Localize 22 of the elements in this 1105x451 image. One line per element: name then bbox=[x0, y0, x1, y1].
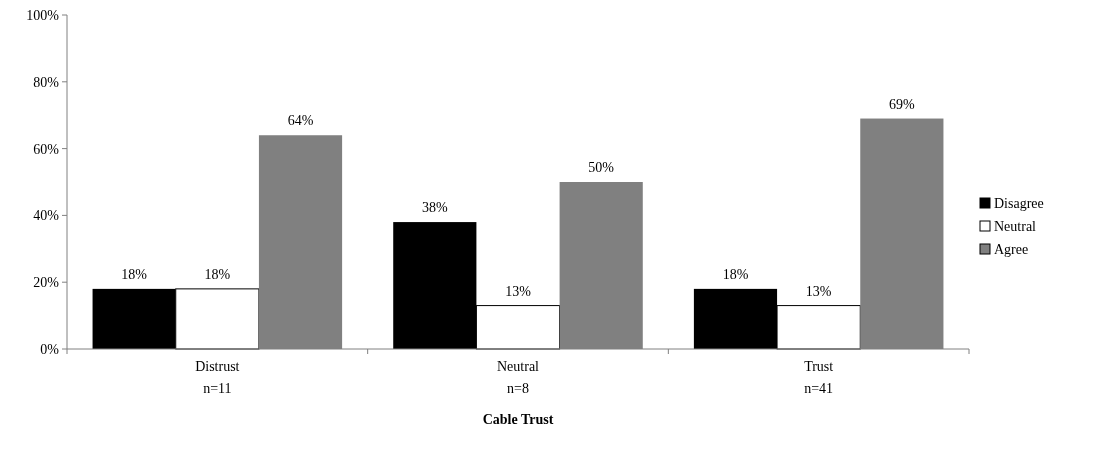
y-tick-label: 0% bbox=[40, 341, 60, 357]
y-tick-label: 60% bbox=[33, 141, 60, 157]
data-label: 50% bbox=[588, 160, 615, 175]
y-tick-label: 20% bbox=[33, 275, 60, 291]
legend-label: Agree bbox=[994, 241, 1029, 257]
y-tick-label: 100% bbox=[26, 7, 60, 23]
x-axis-title: Cable Trust bbox=[482, 412, 554, 427]
x-tick-label: Neutral n=8 bbox=[497, 359, 540, 396]
x-tick-label: Distrust n=11 bbox=[195, 359, 240, 396]
legend-label: Neutral bbox=[994, 218, 1037, 234]
data-label: 38% bbox=[421, 200, 448, 216]
data-label: 13% bbox=[805, 283, 832, 299]
y-tick-label: 80% bbox=[33, 74, 60, 90]
data-label: 18% bbox=[204, 266, 231, 282]
data-label: 64% bbox=[287, 113, 314, 129]
data-label: 18% bbox=[722, 266, 749, 282]
data-label: 18% bbox=[121, 266, 148, 282]
y-tick-label: 40% bbox=[33, 208, 60, 224]
legend-label: Disagree bbox=[994, 195, 1044, 211]
data-label: 69% bbox=[889, 96, 916, 112]
data-label: 13% bbox=[505, 283, 532, 299]
x-tick-label: Trust n=41 bbox=[804, 359, 834, 396]
